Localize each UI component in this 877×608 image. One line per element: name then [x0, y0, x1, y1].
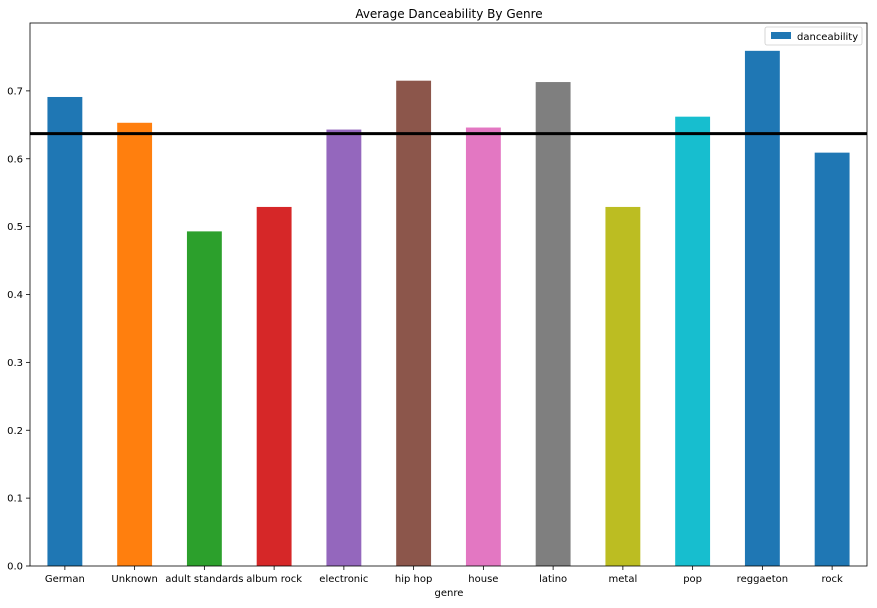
x-tick-label: electronic: [319, 574, 368, 585]
y-tick-label: 0.3: [7, 358, 23, 369]
bar-metal: [605, 206, 641, 566]
chart-title: Average Danceability By Genre: [355, 7, 542, 21]
x-tick-label: adult standards: [165, 574, 243, 585]
x-tick-label: house: [468, 574, 498, 585]
x-tick-label: rock: [821, 574, 843, 585]
y-tick-label: 0.4: [7, 290, 23, 301]
x-tick-label: metal: [609, 574, 638, 585]
bar-electronic: [326, 129, 362, 566]
legend-box: [764, 26, 863, 46]
bar-german: [47, 96, 83, 566]
x-tick-label: hip hop: [395, 574, 432, 585]
bar-rock: [814, 152, 850, 566]
x-tick-label: latino: [539, 574, 567, 585]
x-tick-label: Unknown: [111, 574, 157, 585]
y-tick-label: 0.1: [7, 494, 23, 505]
bar-latino: [535, 82, 571, 567]
y-tick-label: 0.7: [7, 86, 23, 97]
bar-adult-standards: [186, 231, 222, 566]
plot-frame: [29, 22, 868, 567]
y-tick-label: 0.5: [7, 222, 23, 233]
y-tick-label: 0.2: [7, 426, 23, 437]
bar-unknown: [117, 122, 153, 566]
x-tick-label: German: [45, 574, 85, 585]
bar-reggaeton: [744, 50, 780, 566]
x-axis-label: genre: [435, 588, 464, 599]
y-tick-label: 0.6: [7, 154, 23, 165]
x-tick-label: pop: [683, 574, 702, 585]
y-tick-label: 0.0: [7, 562, 23, 573]
legend-swatch: [771, 32, 791, 39]
x-tick-label: reggaeton: [737, 574, 788, 585]
legend: danceability: [764, 26, 863, 46]
legend-label: danceability: [797, 32, 858, 43]
plot-area: 0.0 0.1 0.2 0.3 0.4 0.5 0.6 0.7 German Unknown adu…: [7, 22, 868, 585]
bar-album-rock: [256, 206, 292, 566]
bar-hip-hop: [396, 80, 432, 566]
x-tick-label: album rock: [246, 574, 302, 585]
bar-pop: [675, 116, 711, 567]
bar-house: [465, 127, 501, 566]
